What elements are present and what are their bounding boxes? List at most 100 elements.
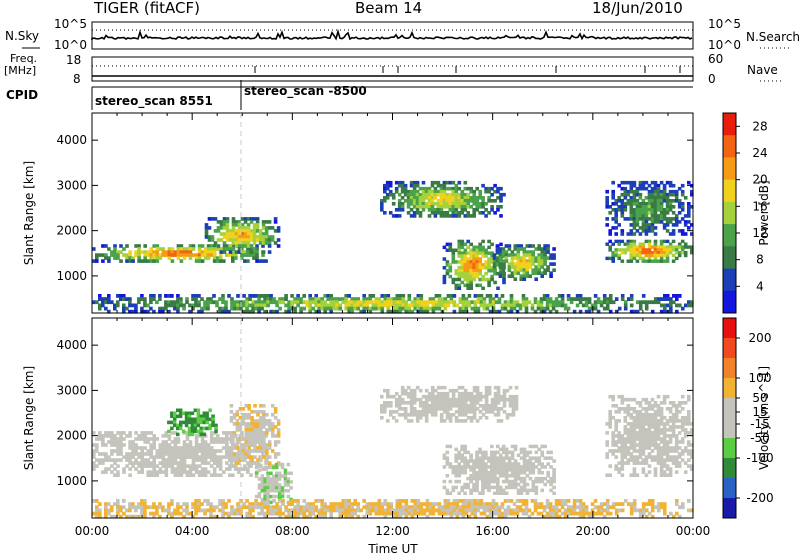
power-cell <box>659 259 664 263</box>
power-cell <box>683 223 688 227</box>
power-cell <box>228 235 233 239</box>
power-cell <box>475 248 479 252</box>
velocity-cell <box>614 464 618 468</box>
velocity-cell <box>596 505 601 510</box>
power-cell <box>623 208 628 212</box>
velocity-cell <box>400 385 405 390</box>
velocity-cell <box>244 437 248 441</box>
power-cell <box>257 297 261 301</box>
power-cell <box>482 306 487 311</box>
power-cell <box>460 254 465 258</box>
velocity-cell <box>158 443 163 447</box>
power-cell <box>629 309 634 314</box>
power-cell <box>104 300 108 305</box>
velocity-cell <box>490 459 494 463</box>
velocity-cell <box>443 511 448 516</box>
velocity-cell <box>481 488 485 493</box>
velocity-cell <box>347 508 351 513</box>
power-cell <box>632 189 637 194</box>
velocity-cell <box>275 486 279 490</box>
power-cell <box>662 259 667 263</box>
power-cell <box>412 196 417 200</box>
velocity-cell <box>659 410 664 414</box>
power-cell <box>173 303 177 308</box>
power-cell <box>383 211 387 215</box>
power-cell <box>641 220 646 224</box>
power-cell <box>540 262 544 266</box>
velocity-cell <box>173 455 178 459</box>
power-cell <box>266 303 270 308</box>
velocity-cell <box>519 456 524 460</box>
velocity-cell <box>235 428 240 432</box>
power-cell <box>407 303 412 308</box>
power-cell <box>641 248 646 252</box>
velocity-cell <box>457 471 461 475</box>
power-cell <box>430 211 435 215</box>
velocity-cell <box>424 397 429 402</box>
velocity-cell <box>623 452 628 456</box>
power-cell <box>629 211 634 215</box>
power-cell <box>626 217 631 221</box>
power-cell <box>531 262 535 266</box>
velocity-cell <box>131 449 135 453</box>
velocity-cell <box>496 407 501 411</box>
power-cell <box>237 232 242 236</box>
power-cell <box>546 265 550 269</box>
velocity-cell <box>521 499 526 503</box>
velocity-cell <box>272 511 276 516</box>
power-cell <box>412 183 417 188</box>
power-cell <box>537 262 541 266</box>
velocity-cell <box>461 514 466 519</box>
velocity-cell <box>501 471 506 475</box>
velocity-cell <box>107 511 111 516</box>
velocity-cell <box>211 417 215 422</box>
velocity-cell <box>493 407 498 411</box>
power-cell <box>228 232 233 236</box>
power-cell <box>434 303 439 308</box>
velocity-cell <box>173 458 178 462</box>
velocity-cell <box>152 440 156 444</box>
velocity-cell <box>254 474 259 478</box>
velocity-cell <box>211 423 215 428</box>
power-cell <box>207 217 212 221</box>
power-cell <box>237 229 242 233</box>
velocity-cell <box>149 452 153 456</box>
velocity-cell <box>271 422 275 426</box>
power-cell <box>176 247 181 251</box>
velocity-cell <box>617 407 621 411</box>
power-cell <box>475 283 479 288</box>
power-cell <box>519 268 524 272</box>
velocity-cell <box>650 505 655 510</box>
velocity-cell <box>113 443 117 447</box>
power-cell <box>258 259 262 263</box>
velocity-cell <box>398 514 403 519</box>
velocity-cell <box>442 410 447 414</box>
velocity-cell <box>146 437 150 441</box>
velocity-cell <box>488 511 493 516</box>
velocity-cell <box>155 464 160 468</box>
velocity-cell <box>253 440 257 444</box>
power-cell <box>677 245 682 249</box>
power-cell <box>374 306 379 311</box>
velocity-cell <box>430 391 435 396</box>
velocity-cell <box>472 468 476 472</box>
power-cell <box>647 256 652 261</box>
velocity-cell <box>208 426 212 431</box>
velocity-cell <box>460 385 465 390</box>
power-cell <box>671 183 676 188</box>
velocity-cell <box>409 413 414 417</box>
velocity-cell <box>421 410 426 414</box>
power-cell <box>362 306 366 311</box>
power-cell <box>463 186 468 191</box>
velocity-cell <box>380 502 385 506</box>
velocity-cell <box>389 511 394 516</box>
power-cell <box>383 297 388 301</box>
velocity-cell <box>662 397 667 402</box>
power-cell <box>683 232 688 236</box>
velocity-cell <box>494 502 499 506</box>
velocity-cell <box>260 489 264 493</box>
power-cell <box>513 271 518 275</box>
power-cell <box>338 306 342 311</box>
power-cell <box>457 196 462 200</box>
velocity-cell <box>650 514 655 519</box>
